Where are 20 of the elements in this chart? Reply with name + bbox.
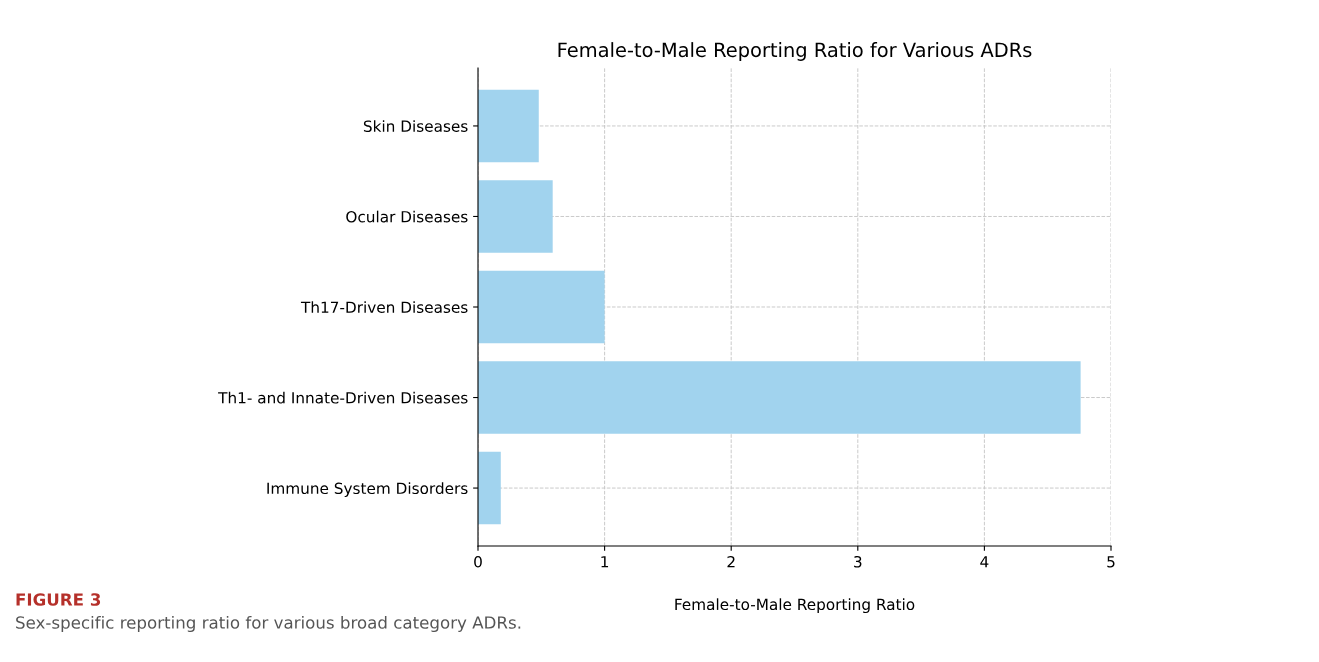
x-tick-label: 2 [727,555,735,568]
bar [478,361,1081,434]
y-tick-label: Th1- and Innate-Driven Diseases [218,391,468,404]
bar [478,451,501,525]
y-tick-label: Ocular Diseases [346,210,468,223]
y-tick-label: Th17-Driven Diseases [300,301,468,314]
bar [478,270,605,344]
y-tick-label: Immune System Disorders [267,482,468,498]
chart-title: Female-to-Male Reporting Ratio for Various ADRs [558,42,1032,61]
bar [478,180,553,253]
text: Sex-specific reporting ratio for various broad category ADRs. [16,615,521,633]
bar [478,89,539,163]
caption: FIGURE 3 [16,593,101,606]
x-tick-label: 3 [854,555,862,568]
x-tick-label: 4 [980,556,989,568]
x-tick-label: 1 [601,556,609,568]
x-tick-label: 0 [474,555,482,568]
x-tick-label: 5 [1107,556,1115,568]
y-tick-label: Skin Diseases [363,120,468,132]
x-axis-title: Female-to-Male Reporting Ratio [675,598,915,614]
